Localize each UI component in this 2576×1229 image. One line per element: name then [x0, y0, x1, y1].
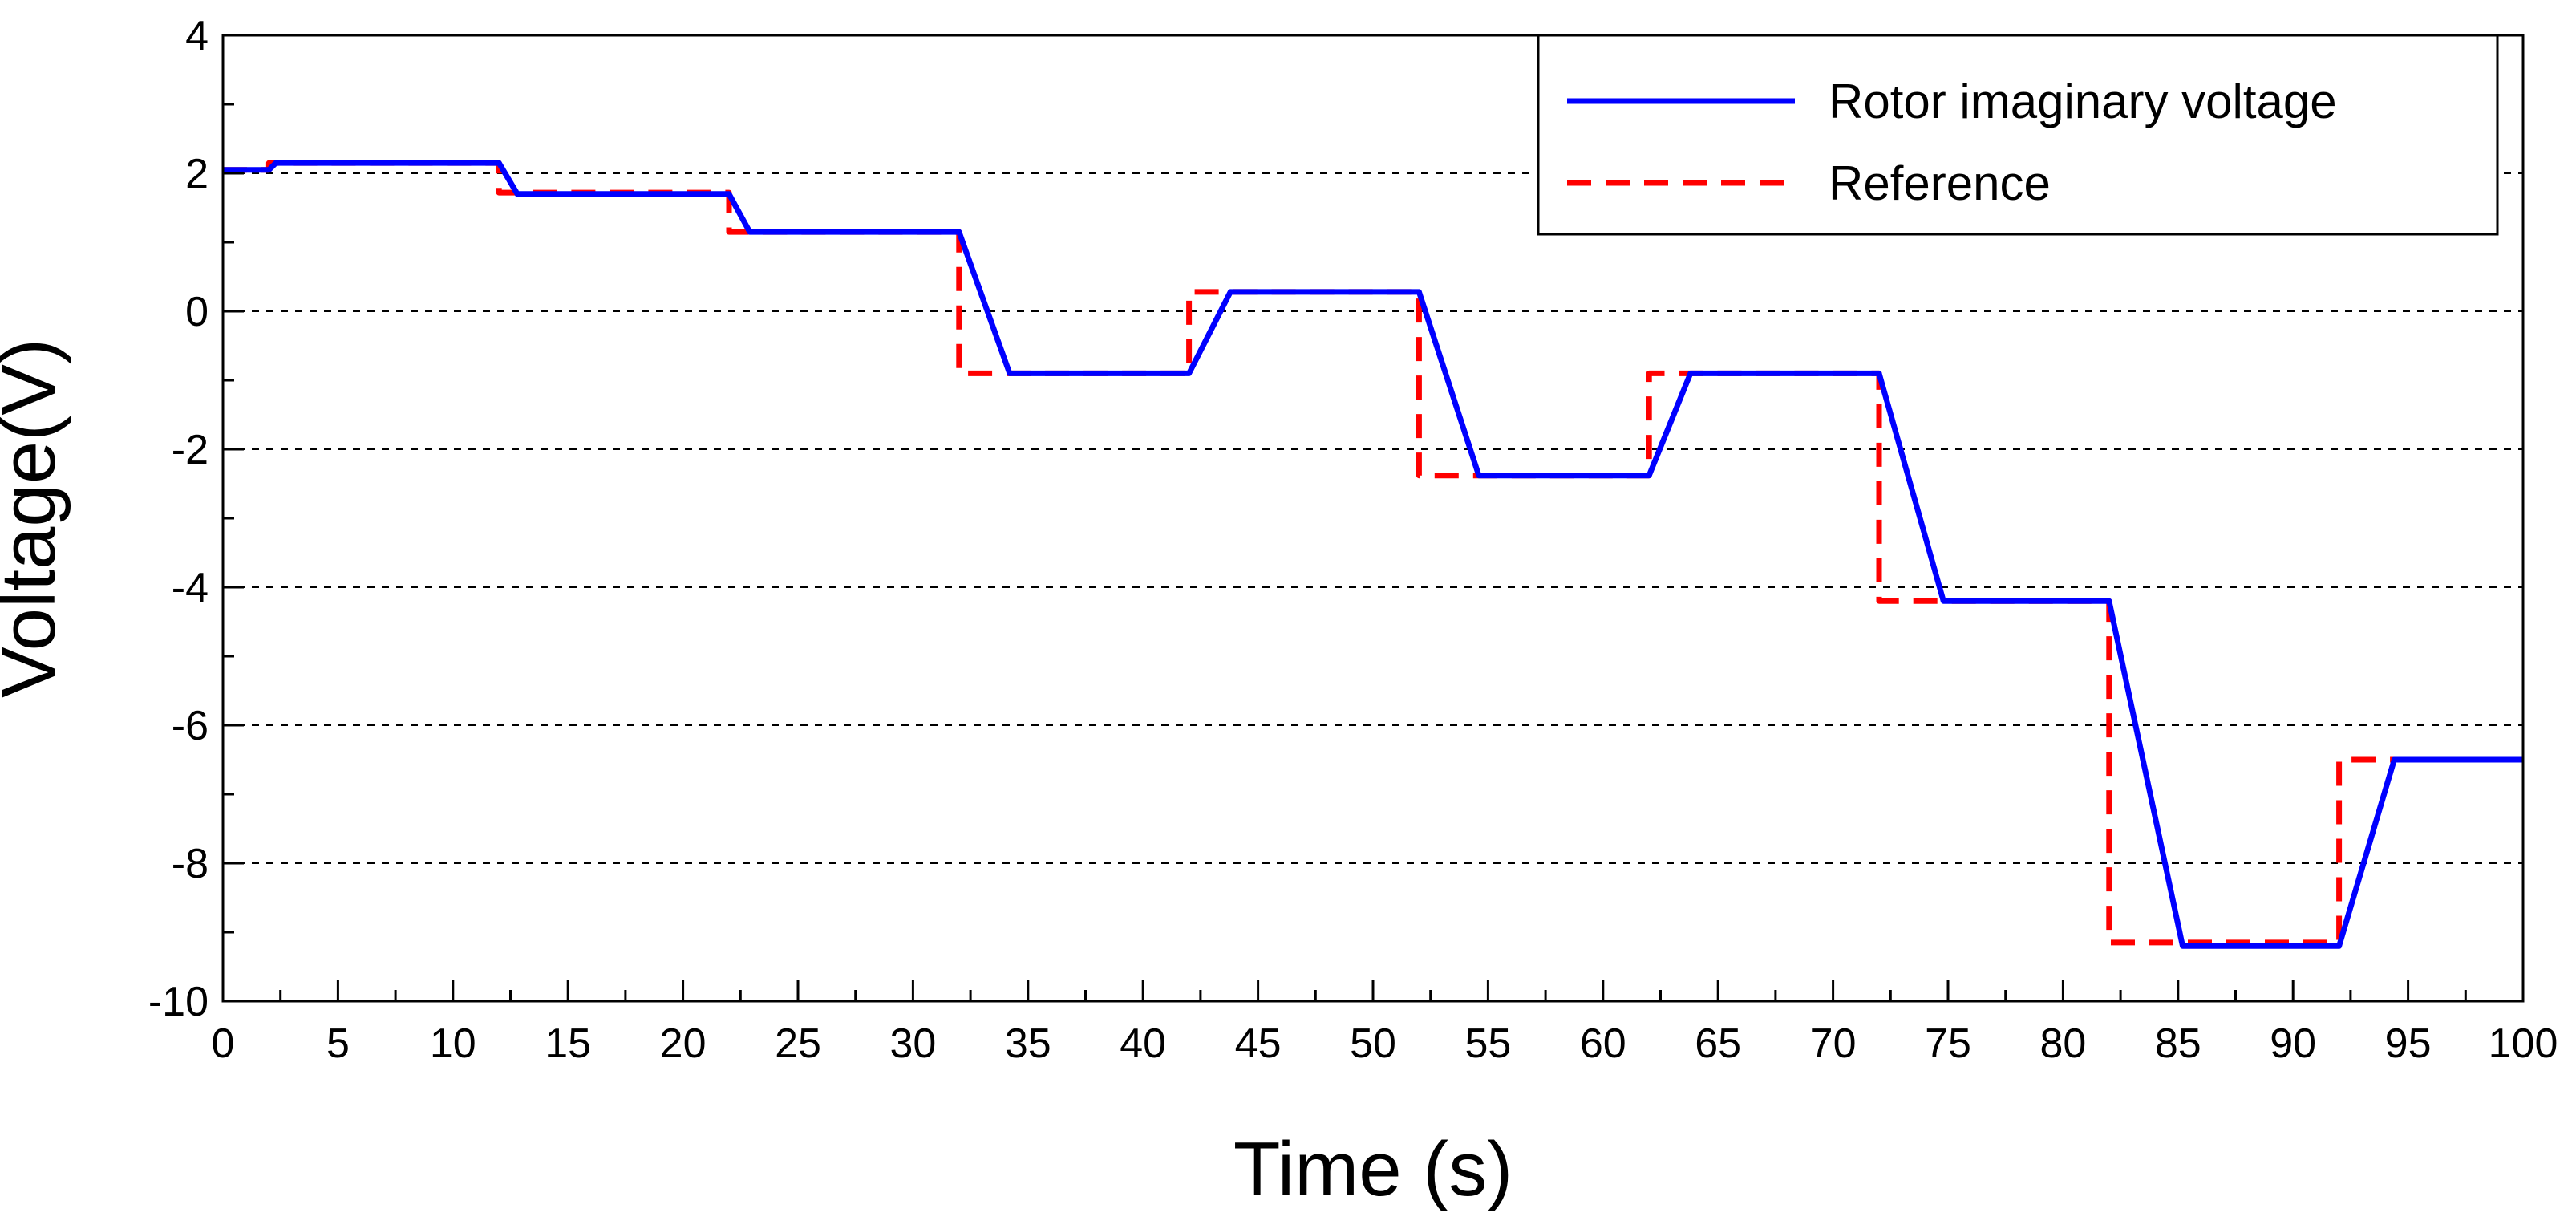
x-tick-label: 25 [775, 1020, 821, 1067]
x-tick-label: 10 [430, 1020, 476, 1067]
series-line-reference [223, 160, 2523, 946]
x-tick-label: 45 [1235, 1020, 1282, 1067]
x-tick-label: 85 [2155, 1020, 2201, 1067]
x-tick-label: 40 [1120, 1020, 1166, 1067]
legend-box [1537, 34, 2499, 236]
legend-label-reference: Reference [1829, 156, 2051, 210]
x-tick-label: 90 [2270, 1020, 2316, 1067]
x-tick-label: 65 [1695, 1020, 1741, 1067]
series-group [223, 160, 2523, 949]
x-tick-label: 60 [1580, 1020, 1626, 1067]
y-tick-label: 2 [185, 151, 209, 197]
x-tick-label: 80 [2039, 1020, 2086, 1067]
x-tick-label: 0 [212, 1020, 235, 1067]
y-tick-label: 4 [185, 13, 209, 59]
x-tick-labels: 0 5 10 15 20 25 30 35 40 45 50 55 60 65 70 75 80 85 90 95 10… [212, 1020, 2558, 1067]
y-tick-label: -6 [172, 703, 209, 749]
x-tick-label: 100 [2489, 1020, 2558, 1067]
y-tick-label: -2 [172, 427, 209, 473]
x-tick-label: 95 [2385, 1020, 2432, 1067]
x-tick-label: 55 [1464, 1020, 1511, 1067]
x-tick-label: 20 [660, 1020, 707, 1067]
x-tick-label: 50 [1350, 1020, 1396, 1067]
x-tick-label: 75 [1925, 1020, 1971, 1067]
x-tick-label: 15 [545, 1020, 591, 1067]
ticks [221, 34, 2525, 1003]
x-tick-label: 30 [889, 1020, 936, 1067]
x-tick-label: 5 [326, 1020, 350, 1067]
legend-label-rotor-imaginary-voltage: Rotor imaginary voltage [1829, 75, 2337, 128]
y-tick-label: -4 [172, 565, 209, 611]
x-tick-label: 70 [1810, 1020, 1857, 1067]
y-axis-title: Voltage(V) [0, 339, 71, 698]
y-tick-label: -8 [172, 841, 209, 887]
y-tick-label: -10 [148, 979, 209, 1025]
y-tick-label: 0 [185, 289, 209, 335]
x-axis-title: Time (s) [1233, 1126, 1513, 1212]
x-tick-label: 35 [1005, 1020, 1051, 1067]
y-tick-labels: -10 -8 -6 -4 -2 0 2 4 [148, 13, 209, 1025]
series-line-rotor-imaginary-voltage [223, 160, 2523, 949]
legend: Rotor imaginary voltage Reference [1537, 34, 2499, 236]
